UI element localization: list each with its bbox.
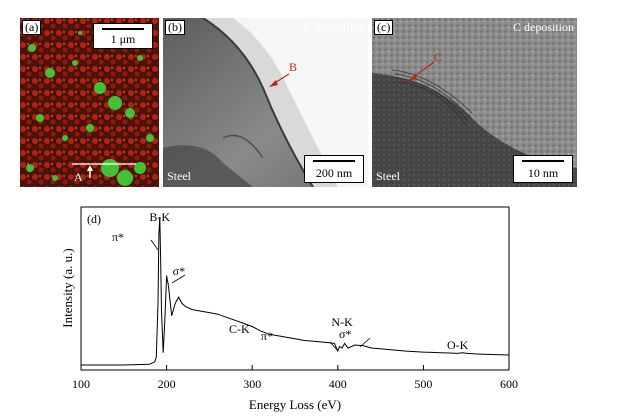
y-axis-label: Intensity (a. u.) <box>60 248 75 327</box>
peak-annotation: π* <box>261 329 273 343</box>
panel-a-scale-text: 1 μm <box>110 32 136 46</box>
panel-c-top-text: C deposition <box>512 20 574 34</box>
plot-frame <box>80 206 510 371</box>
panel-b-scale-text: 200 nm <box>315 166 353 180</box>
panel-d-label: (d) <box>87 212 101 226</box>
peak-annotation: C-K <box>229 322 250 336</box>
panel-a-label: (a) <box>22 20 42 35</box>
annotation-leaders <box>150 239 371 352</box>
panel-c-bottom-text: Steel <box>376 169 400 183</box>
x-tick-label: 300 <box>243 377 261 391</box>
peak-annotations: B-Kπ*σ*C-K π*N-Kσ*O-K <box>112 210 469 352</box>
x-tick-label: 200 <box>158 377 176 391</box>
panel-b-bottom-text: Steel <box>167 169 191 183</box>
panel-a-map: (a) 1 μm A <box>20 18 159 187</box>
series-line <box>81 217 510 366</box>
panel-b-label: (b) <box>165 20 185 35</box>
panel-c-label: (c) <box>374 20 394 35</box>
panel-c-scale-bar: 10 nm <box>513 155 573 183</box>
marker-a: A <box>74 170 83 184</box>
marker-b: B <box>289 60 298 74</box>
eels-spectrum-chart: (d) 100 200 300 400 500 600 B-Kπ*σ*C-K π*N-Kσ*… <box>60 206 518 412</box>
panel-b-scale-bar: 200 nm <box>304 155 364 183</box>
x-tick-label: 500 <box>414 377 432 391</box>
peak-annotation: O-K <box>447 338 469 352</box>
x-tick-label: 400 <box>329 377 347 391</box>
x-axis-tick-labels: 100 200 300 400 500 600 <box>72 377 518 391</box>
panel-c-scale-text: 10 nm <box>527 166 559 180</box>
marker-c: C <box>434 50 443 64</box>
peak-annotation: B-K <box>149 210 170 224</box>
x-tick-label: 100 <box>72 377 90 391</box>
peak-annotation: π* <box>112 230 124 244</box>
x-axis-ticks <box>80 365 510 370</box>
peak-annotation: σ* <box>173 264 185 278</box>
peak-annotation: N-K <box>331 315 353 329</box>
panel-b-top-text: C deposition <box>303 20 365 34</box>
panel-c-hrtem: (c) C deposition C Steel 10 nm <box>372 18 577 187</box>
x-tick-label: 600 <box>500 377 518 391</box>
panel-a-scale-bar: 1 μm <box>93 23 153 49</box>
peak-annotation: σ* <box>339 327 351 341</box>
x-axis-label: Energy Loss (eV) <box>249 397 341 412</box>
panel-b-tem: (b) C deposition B Steel 200 nm <box>163 18 368 187</box>
